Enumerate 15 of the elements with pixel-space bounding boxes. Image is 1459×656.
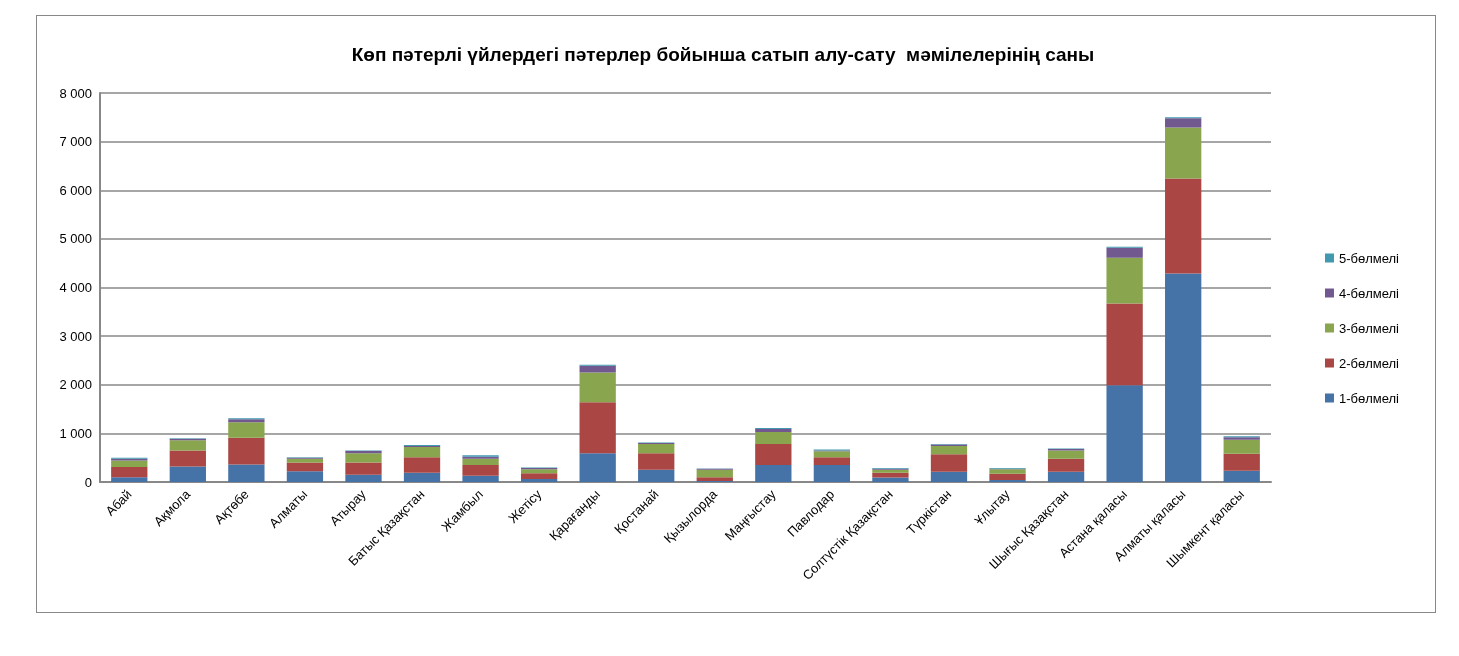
y-tick-label: 1 000 bbox=[59, 425, 92, 441]
y-tick-label: 4 000 bbox=[59, 280, 92, 295]
y-tick-label: 8 000 bbox=[59, 85, 92, 101]
y-tick-label: 7 000 bbox=[59, 134, 92, 150]
legend-label: 3-бөлмелі bbox=[1338, 320, 1400, 336]
y-tick-label: 6 000 bbox=[59, 182, 92, 198]
y-tick-label: 2 000 bbox=[59, 377, 92, 393]
y-tick-label: 0 bbox=[84, 474, 92, 490]
y-tick-label: 5 000 bbox=[59, 231, 92, 247]
legend-label: 5-бөлмелі bbox=[1338, 250, 1400, 266]
legend-label: 4-бөлмелі bbox=[1338, 285, 1400, 301]
y-tick-label: 3 000 bbox=[59, 328, 92, 344]
legend-label: 2-бөлмелі bbox=[1338, 355, 1400, 371]
chart-title: Көп пәтерлі үйлердегі пәтерлер бойынша сатып алу-сату мәмілелерінің саны bbox=[351, 44, 1095, 65]
legend-label: 1-бөлмелі bbox=[1338, 390, 1400, 406]
